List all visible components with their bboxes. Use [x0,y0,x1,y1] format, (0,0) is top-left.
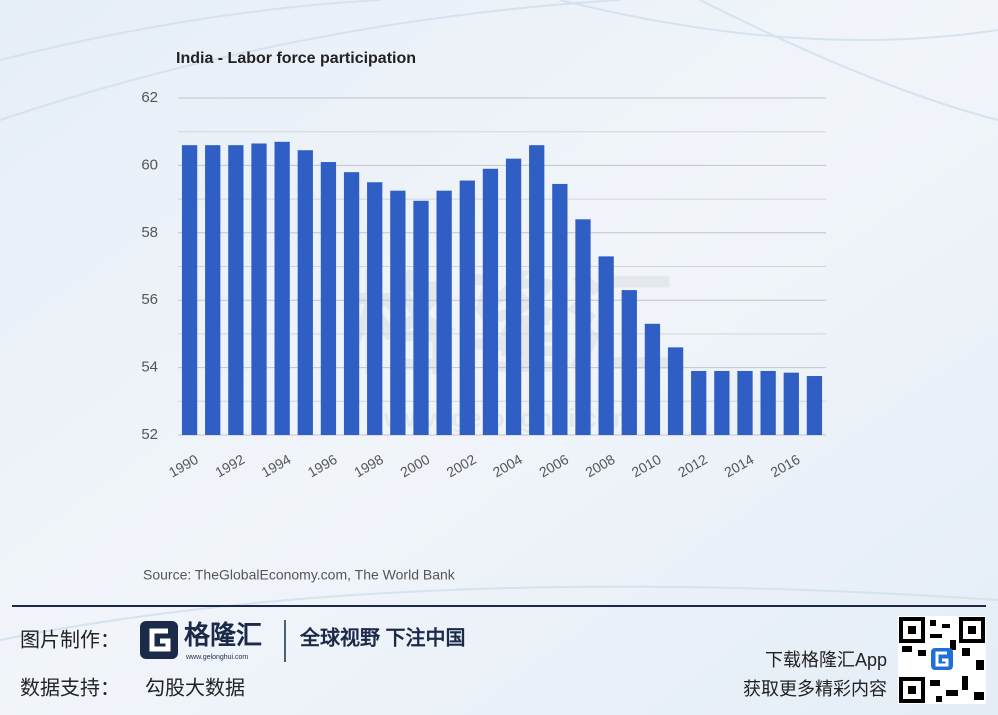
logo-url: www.gelonghui.com [185,654,248,661]
logo-name: 格隆汇 [184,620,262,650]
bar [737,370,753,435]
bar [228,145,244,435]
y-tick-label: 60 [141,156,158,173]
bar [714,370,730,435]
data-source: 勾股大数据 [145,676,245,699]
bar [575,219,591,435]
bar [459,180,475,435]
bar [667,347,684,435]
bar [436,190,452,435]
logo-g [149,628,171,652]
decoration [0,0,998,641]
bar [274,141,290,435]
source: Source: TheGlobalEconomy.com, The World … [143,567,456,583]
bar [621,290,637,435]
y-tick-label: 54 [141,359,158,376]
y-tick-label: 58 [141,224,158,241]
bar [783,372,799,435]
bar [760,370,776,435]
logo-icon [140,621,178,659]
bar [482,168,499,435]
app-line1: 下载格隆汇App [765,650,887,670]
bar [320,162,337,435]
data-label: 数据支持： [20,676,120,699]
bar [644,323,661,435]
qr-code [898,616,986,704]
bar [806,376,823,435]
bar [598,256,614,435]
bar [529,145,545,435]
bar [505,158,522,435]
bar [181,145,198,435]
y-tick-label: 62 [141,89,158,106]
bar [390,190,406,435]
bar [367,182,383,435]
bar [205,145,221,435]
bar [343,172,360,435]
bar [691,370,707,435]
bar [251,143,267,435]
bar [552,183,568,435]
slogan: 全球视野 下注中国 [299,625,466,649]
bar [413,200,429,435]
y-tick-label: 56 [141,291,158,308]
chart-title: India - Labor force participation [176,50,416,67]
bar [297,150,313,436]
made-by-label: 图片制作： [20,628,120,651]
app-line2: 获取更多精彩内容 [743,679,887,699]
y-tick-label: 52 [141,426,158,443]
